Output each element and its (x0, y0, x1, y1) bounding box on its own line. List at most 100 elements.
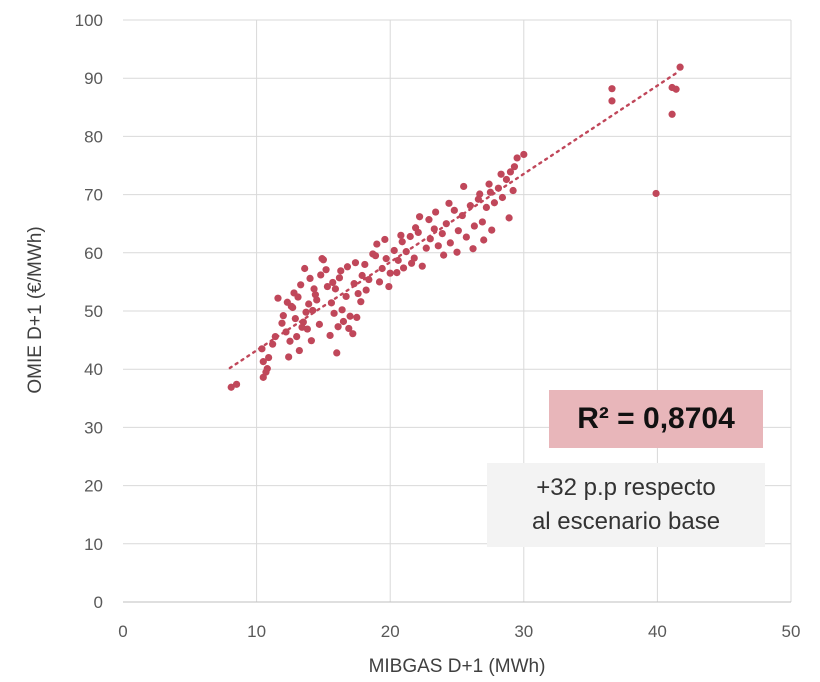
y-axis-title: OMIE D+1 (€/MWh) (25, 226, 46, 393)
data-point (446, 239, 454, 247)
data-point (509, 186, 517, 195)
data-point (378, 264, 386, 273)
data-point (520, 150, 528, 159)
data-point (326, 331, 334, 340)
data-point (440, 251, 448, 259)
data-point (297, 281, 305, 289)
y-tick-label: 0 (94, 593, 103, 612)
y-tick-label: 80 (84, 127, 103, 146)
data-point (357, 298, 365, 306)
data-point (265, 353, 273, 362)
data-point (476, 190, 484, 198)
data-point (398, 238, 406, 246)
data-point (480, 236, 488, 244)
data-point (486, 188, 494, 196)
data-point (652, 189, 660, 198)
y-tick-label: 40 (84, 360, 103, 379)
data-point (337, 267, 345, 275)
trendline (228, 71, 679, 370)
data-point (422, 244, 430, 252)
data-point (361, 260, 369, 269)
data-point (608, 85, 616, 93)
data-point (293, 333, 301, 341)
data-point (399, 264, 408, 272)
data-point (317, 271, 325, 279)
data-point (318, 255, 326, 263)
data-point (278, 319, 286, 327)
data-point (333, 349, 341, 357)
data-point (315, 320, 323, 328)
data-point (289, 303, 297, 312)
x-axis-title: MIBGAS D+1 (MWh) (369, 656, 546, 677)
y-tick-label: 50 (84, 302, 103, 321)
data-point (432, 208, 440, 216)
data-point (434, 242, 442, 250)
data-point (373, 240, 381, 248)
data-point (274, 294, 282, 302)
data-point (382, 255, 390, 263)
data-point (425, 216, 433, 224)
data-point (339, 317, 348, 326)
y-tick-label: 10 (84, 535, 103, 554)
data-point (488, 226, 496, 234)
data-point (494, 184, 503, 192)
data-point (445, 199, 453, 207)
data-point (506, 168, 515, 176)
data-point (438, 229, 446, 238)
data-point (454, 227, 462, 235)
data-point (426, 235, 434, 243)
data-point (608, 97, 616, 105)
data-point (342, 292, 350, 301)
data-point (411, 224, 420, 232)
data-point (334, 323, 342, 331)
data-point (323, 282, 332, 291)
x-tick-label: 10 (247, 622, 266, 641)
data-point (407, 259, 416, 267)
data-point (462, 233, 470, 241)
data-point (338, 306, 346, 314)
data-point (302, 308, 310, 316)
data-point (406, 232, 414, 241)
data-point (365, 275, 373, 284)
data-point (259, 358, 267, 366)
data-point (505, 214, 513, 222)
x-tick-label: 0 (118, 622, 127, 641)
data-point (381, 235, 389, 244)
data-point (415, 213, 424, 221)
data-point (350, 280, 358, 288)
data-point (322, 266, 330, 274)
data-point (349, 330, 357, 338)
data-point (470, 222, 478, 230)
data-point (458, 211, 466, 220)
data-point (290, 289, 298, 297)
y-tick-label: 100 (75, 11, 103, 30)
data-point (386, 269, 394, 277)
data-point (309, 306, 317, 315)
data-point (393, 268, 401, 277)
r-squared-box: R² = 0,8704 (549, 390, 763, 448)
x-tick-label: 50 (782, 622, 801, 641)
data-point (498, 193, 507, 202)
data-point (453, 248, 461, 256)
data-point (258, 345, 266, 353)
data-point (460, 182, 468, 191)
data-point (478, 218, 486, 226)
data-point (279, 312, 287, 320)
data-point (668, 110, 676, 118)
data-point (329, 278, 337, 287)
data-point (390, 246, 398, 255)
data-point (306, 274, 314, 283)
data-points (227, 63, 684, 391)
data-point (232, 380, 241, 388)
data-point (469, 245, 477, 253)
data-point (510, 163, 519, 171)
y-tick-label: 70 (84, 186, 103, 205)
data-point (375, 278, 384, 286)
y-tick-label: 30 (84, 418, 103, 437)
data-point (330, 309, 338, 317)
x-axis-ticks: 0 10 20 30 40 50 (118, 622, 800, 641)
y-tick-label: 20 (84, 477, 103, 496)
data-point (283, 298, 291, 306)
data-point (358, 271, 366, 280)
